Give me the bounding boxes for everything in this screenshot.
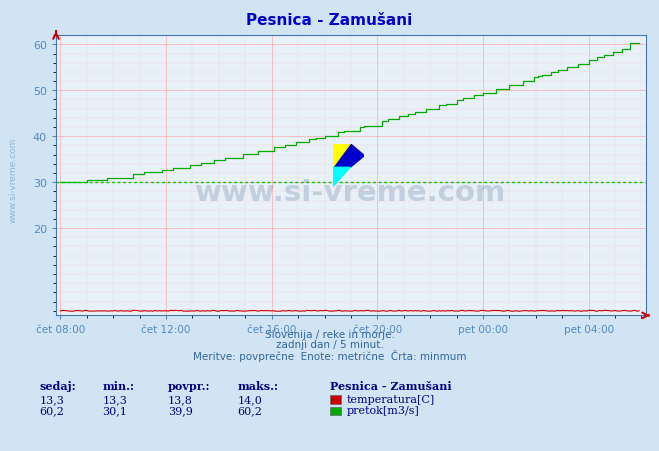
Text: pretok[m3/s]: pretok[m3/s]	[347, 405, 420, 415]
Text: min.:: min.:	[102, 380, 134, 391]
Text: 39,9: 39,9	[168, 405, 193, 415]
Text: 60,2: 60,2	[237, 405, 262, 415]
Text: www.si-vreme.com: www.si-vreme.com	[9, 138, 18, 223]
Text: 14,0: 14,0	[237, 394, 262, 404]
Text: www.si-vreme.com: www.si-vreme.com	[195, 179, 507, 207]
Text: povpr.:: povpr.:	[168, 380, 210, 391]
Text: 13,3: 13,3	[40, 394, 65, 404]
Text: 13,8: 13,8	[168, 394, 193, 404]
Polygon shape	[333, 144, 350, 168]
Text: Pesnica - Zamušani: Pesnica - Zamušani	[330, 380, 451, 391]
Text: 13,3: 13,3	[102, 394, 127, 404]
Text: Slovenija / reke in morje.: Slovenija / reke in morje.	[264, 329, 395, 339]
Text: maks.:: maks.:	[237, 380, 278, 391]
Text: 60,2: 60,2	[40, 405, 65, 415]
Text: temperatura[C]: temperatura[C]	[347, 394, 435, 404]
Text: Pesnica - Zamušani: Pesnica - Zamušani	[246, 13, 413, 28]
Text: sedaj:: sedaj:	[40, 380, 76, 391]
Text: zadnji dan / 5 minut.: zadnji dan / 5 minut.	[275, 339, 384, 349]
Polygon shape	[333, 168, 350, 187]
Polygon shape	[333, 144, 364, 168]
Text: 30,1: 30,1	[102, 405, 127, 415]
Text: Meritve: povprečne  Enote: metrične  Črta: minmum: Meritve: povprečne Enote: metrične Črta:…	[192, 349, 467, 361]
